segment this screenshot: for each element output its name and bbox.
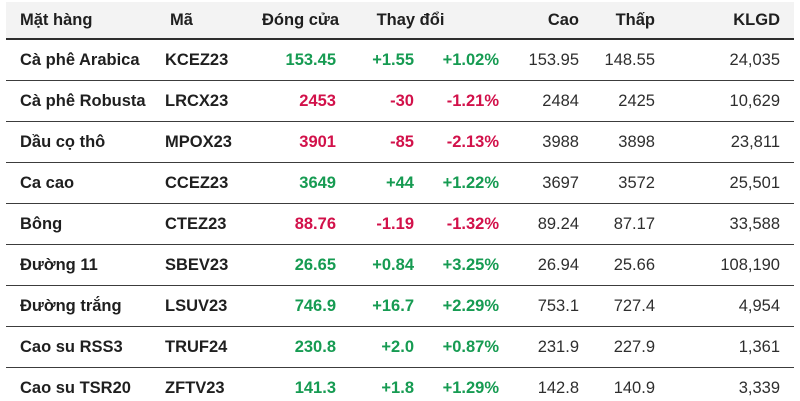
close-cell: 230.8 [256, 326, 342, 368]
code-cell: LSUV23 [156, 285, 256, 327]
commodity-name-cell: Dầu cọ thô [6, 121, 156, 163]
code-cell: MPOX23 [156, 121, 256, 163]
close-cell: 3901 [256, 121, 342, 163]
header-close: Đóng cửa [256, 2, 342, 40]
close-cell: 153.45 [256, 39, 342, 81]
commodity-name-cell: Đường 11 [6, 244, 156, 286]
change-cell: -1.19 [342, 203, 420, 245]
commodity-name-cell: Cà phê Robusta [6, 80, 156, 122]
commodity-name-cell: Ca cao [6, 162, 156, 204]
change-pct-cell: -2.13% [420, 121, 505, 163]
volume-cell: 108,190 [661, 244, 794, 286]
low-cell: 140.9 [613, 378, 655, 397]
volume-cell: 23,811 [661, 121, 794, 163]
high-cell: 3697 [505, 162, 585, 204]
low-cell: 148.55 [585, 39, 661, 81]
low-cell: 727.4 [585, 285, 661, 327]
table-row: Đường trắng LSUV23 746.9 +16.7 +2.29% 75… [6, 285, 794, 327]
header-low: Thấp [585, 2, 661, 40]
close-cell: 88.76 [256, 203, 342, 245]
change-pct-cell: +0.87% [420, 326, 505, 368]
low-cell: 227.9 [585, 326, 661, 368]
table-row: Cà phê Arabica KCEZ23 153.45 +1.55 +1.02… [6, 39, 794, 81]
low-cell: 3572 [585, 162, 661, 204]
header-high: Cao [505, 2, 585, 40]
change-cell: -30 [342, 80, 420, 122]
code-cell: LRCX23 [156, 80, 256, 122]
high-cell: 26.94 [505, 244, 585, 286]
header-volume: KLGD [661, 2, 794, 40]
close-cell: 2453 [256, 80, 342, 122]
volume-cell: 25,501 [661, 162, 794, 204]
code-cell: CCEZ23 [156, 162, 256, 204]
volume-cell: 1,361 [661, 326, 794, 368]
change-cell: +44 [342, 162, 420, 204]
header-code: Mã [156, 2, 256, 40]
header-change: Thay đổi [342, 2, 505, 40]
high-cell: 753.1 [505, 285, 585, 327]
table-row: Đường 11 SBEV23 26.65 +0.84 +3.25% 26.94… [6, 244, 794, 286]
code-cell: KCEZ23 [156, 39, 256, 81]
change-cell: +1.8 [381, 378, 414, 397]
code-cell: TRUF24 [156, 326, 256, 368]
change-cell: +16.7 [342, 285, 420, 327]
high-cell: 89.24 [505, 203, 585, 245]
change-cell: -85 [342, 121, 420, 163]
table-row: Cao su TSR20 ZFTV23 141.3 +1.8 +1.29% 14… [6, 368, 794, 401]
high-cell: 2484 [505, 80, 585, 122]
high-cell: 3988 [505, 121, 585, 163]
change-pct-cell: +1.22% [420, 162, 505, 204]
table-row: Ca cao CCEZ23 3649 +44 +1.22% 3697 3572 … [6, 162, 794, 204]
high-cell: 153.95 [505, 39, 585, 81]
volume-cell: 3,339 [738, 378, 780, 397]
code-cell: CTEZ23 [156, 203, 256, 245]
table-row: Bông CTEZ23 88.76 -1.19 -1.32% 89.24 87.… [6, 203, 794, 245]
close-cell: 746.9 [256, 285, 342, 327]
commodity-name-cell: Cà phê Arabica [6, 39, 156, 81]
commodity-name-cell: Cao su RSS3 [6, 326, 156, 368]
high-cell: 231.9 [505, 326, 585, 368]
table-row: Cao su RSS3 TRUF24 230.8 +2.0 +0.87% 231… [6, 326, 794, 368]
table-row: Dầu cọ thô MPOX23 3901 -85 -2.13% 3988 3… [6, 121, 794, 163]
change-pct-cell: -1.21% [420, 80, 505, 122]
change-cell: +0.84 [342, 244, 420, 286]
close-cell: 141.3 [294, 378, 336, 397]
code-cell: SBEV23 [156, 244, 256, 286]
change-pct-cell: +1.02% [420, 39, 505, 81]
volume-cell: 4,954 [661, 285, 794, 327]
commodity-name-cell: Bông [6, 203, 156, 245]
commodity-price-table: Mặt hàng Mã Đóng cửa Thay đổi Cao Thấp K… [6, 2, 794, 401]
volume-cell: 33,588 [661, 203, 794, 245]
change-pct-cell: +2.29% [420, 285, 505, 327]
volume-cell: 10,629 [661, 80, 794, 122]
low-cell: 25.66 [585, 244, 661, 286]
close-cell: 26.65 [256, 244, 342, 286]
low-cell: 2425 [585, 80, 661, 122]
low-cell: 3898 [585, 121, 661, 163]
commodity-name-cell: Cao su TSR20 [20, 378, 131, 397]
change-cell: +1.55 [342, 39, 420, 81]
change-pct-cell: -1.32% [420, 203, 505, 245]
volume-cell: 24,035 [661, 39, 794, 81]
header-commodity: Mặt hàng [6, 2, 156, 40]
close-cell: 3649 [256, 162, 342, 204]
code-cell: ZFTV23 [165, 378, 225, 397]
change-cell: +2.0 [342, 326, 420, 368]
low-cell: 87.17 [585, 203, 661, 245]
change-pct-cell: +1.29% [442, 378, 499, 397]
change-pct-cell: +3.25% [420, 244, 505, 286]
commodity-name-cell: Đường trắng [6, 285, 156, 327]
high-cell: 142.8 [537, 378, 579, 397]
table-header-row: Mặt hàng Mã Đóng cửa Thay đổi Cao Thấp K… [6, 2, 794, 40]
table-row: Cà phê Robusta LRCX23 2453 -30 -1.21% 24… [6, 80, 794, 122]
